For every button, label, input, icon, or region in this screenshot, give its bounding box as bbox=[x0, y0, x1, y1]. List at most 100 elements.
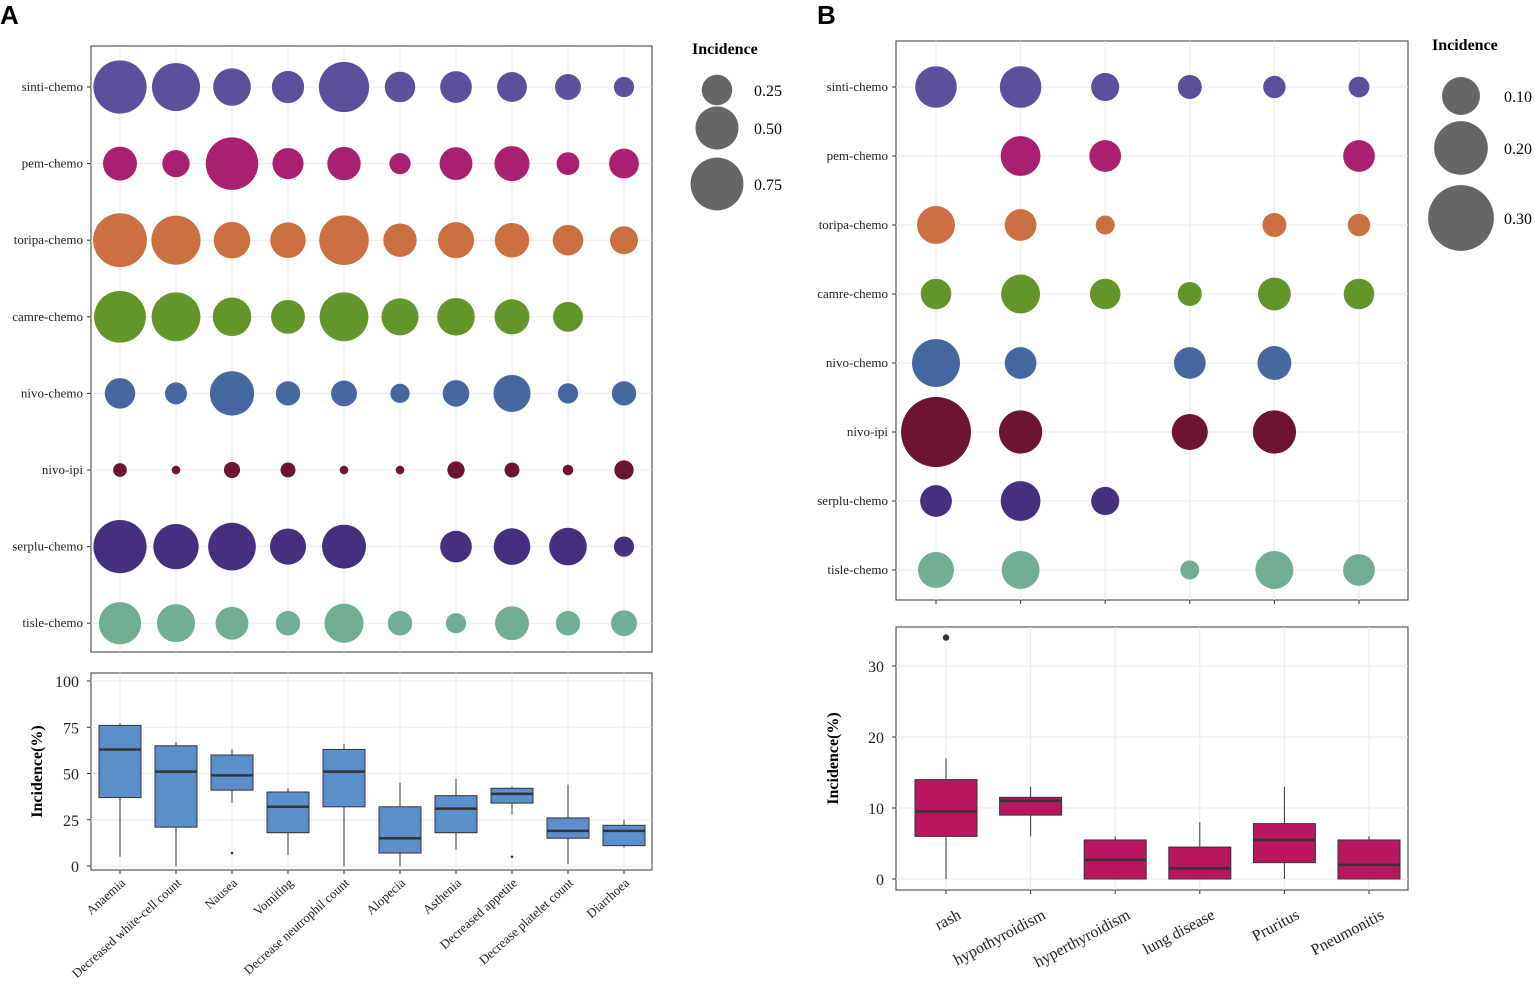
panel-b-label: B bbox=[817, 0, 836, 30]
box-iqr bbox=[1252, 823, 1316, 864]
legend-key-label: 0.25 bbox=[754, 83, 782, 100]
bubble-point bbox=[557, 383, 579, 404]
y-tick-label: 100 bbox=[55, 674, 79, 691]
bubble-point bbox=[275, 381, 301, 406]
y-tick-label: pem-chemo bbox=[827, 148, 888, 163]
bubble-point bbox=[999, 66, 1042, 108]
bubble-point bbox=[611, 381, 637, 406]
bubble-point bbox=[493, 374, 531, 412]
bubble-point bbox=[271, 299, 305, 334]
y-tick-label: 0 bbox=[876, 872, 884, 889]
bubble-point bbox=[552, 224, 584, 256]
bubble-point bbox=[917, 206, 955, 244]
bubble-point bbox=[918, 552, 954, 588]
bubble-point bbox=[549, 527, 587, 566]
bubble-point bbox=[162, 149, 190, 178]
legend-title: Incidence bbox=[692, 41, 758, 58]
bubble-point bbox=[437, 222, 475, 259]
y-tick-label: nivo-chemo bbox=[21, 385, 83, 400]
legend-key-label: 0.30 bbox=[1504, 211, 1532, 228]
box-iqr bbox=[1337, 839, 1401, 880]
bubble-point bbox=[613, 536, 635, 557]
bubble-point bbox=[271, 70, 305, 104]
y-tick-label: 30 bbox=[868, 659, 884, 676]
bubble-point bbox=[437, 297, 475, 336]
bubble-point bbox=[442, 380, 470, 407]
bubble-point bbox=[1004, 209, 1037, 241]
bubble-point bbox=[205, 137, 259, 190]
panel-a-label: A bbox=[0, 0, 19, 30]
bubble-point bbox=[1348, 76, 1370, 98]
box-iqr bbox=[1168, 846, 1232, 880]
bubble-point bbox=[1095, 215, 1115, 235]
box-iqr bbox=[914, 779, 978, 837]
bubble-point bbox=[153, 523, 199, 570]
bubble-point bbox=[1347, 213, 1371, 237]
bubble-point bbox=[1180, 560, 1200, 580]
box-iqr bbox=[210, 754, 254, 791]
bubble-point bbox=[1255, 551, 1294, 589]
bubble-point bbox=[390, 383, 410, 404]
y-tick-label: toripa-chemo bbox=[14, 232, 83, 247]
bubble-point bbox=[208, 522, 256, 571]
legend-key-label: 0.20 bbox=[1504, 141, 1532, 158]
bubble-point bbox=[165, 382, 187, 405]
bubble-point bbox=[611, 610, 637, 637]
bubble-point bbox=[324, 603, 364, 643]
bubble-point bbox=[395, 465, 405, 475]
bubble-point bbox=[275, 611, 301, 636]
legend-key-circle bbox=[695, 106, 739, 150]
bubble-point bbox=[562, 464, 574, 476]
bubble-point bbox=[318, 61, 370, 113]
y-tick-label: sinti-chemo bbox=[22, 79, 83, 94]
bubble-point bbox=[915, 66, 957, 108]
bubble-point bbox=[1001, 274, 1041, 314]
bubble-point bbox=[613, 76, 635, 98]
legend-key-label: 0.75 bbox=[754, 177, 782, 194]
y-tick-label: 10 bbox=[868, 801, 884, 818]
y-tick-label: nivo-ipi bbox=[42, 462, 84, 477]
legend-key-label: 0.10 bbox=[1504, 89, 1532, 106]
bubble-point bbox=[447, 461, 465, 479]
x-tick-label: Decrease neutrophil count bbox=[241, 875, 353, 978]
y-tick-label: pem-chemo bbox=[22, 156, 83, 171]
bubble-point bbox=[556, 152, 580, 176]
bubble-point bbox=[156, 604, 196, 643]
bubble-point bbox=[215, 606, 249, 640]
y-tick-label: sinti-chemo bbox=[827, 79, 888, 94]
y-tick-label: 75 bbox=[63, 720, 79, 737]
bubble-point bbox=[339, 465, 349, 475]
bubble-point bbox=[212, 297, 252, 337]
bubble-point bbox=[1091, 486, 1120, 516]
bubble-point bbox=[920, 278, 952, 310]
bubble-point bbox=[319, 215, 369, 265]
bubble-point bbox=[104, 378, 136, 409]
bubble-point bbox=[495, 606, 529, 641]
bubble-point bbox=[920, 485, 952, 517]
bubble-point bbox=[389, 153, 411, 175]
box-iqr bbox=[378, 806, 422, 854]
bubble-point bbox=[322, 524, 366, 569]
box-iqr bbox=[546, 817, 590, 839]
y-axis-title: Incidence(%) bbox=[29, 725, 46, 817]
bubble-point bbox=[269, 528, 307, 565]
bubble-point bbox=[383, 223, 417, 257]
bubble-point bbox=[1263, 75, 1286, 99]
box-outlier-point bbox=[510, 855, 514, 859]
bubble-point bbox=[209, 371, 255, 416]
bubble-point bbox=[1091, 72, 1120, 102]
x-tick-label: hyperthyroidism bbox=[1032, 906, 1134, 971]
panel-a-size-legend: Incidence 0.25 0.50 0.75 bbox=[690, 41, 782, 211]
bubble-point bbox=[610, 226, 638, 255]
x-tick-label: Diarrhoea bbox=[583, 875, 632, 921]
bubble-point bbox=[151, 215, 201, 265]
bubble-point bbox=[494, 146, 530, 182]
bubble-point bbox=[1252, 410, 1297, 454]
panel-a-bubble-chart: sinti-chemo pem-chemo toripa-chemo camre-ch… bbox=[12, 45, 653, 653]
bubble-point bbox=[493, 528, 531, 565]
x-tick-label: Vomiting bbox=[250, 875, 296, 919]
bubble-point bbox=[998, 410, 1043, 454]
x-tick-label: Decrease platelet count bbox=[476, 875, 576, 968]
legend-key-circle bbox=[1442, 77, 1480, 115]
